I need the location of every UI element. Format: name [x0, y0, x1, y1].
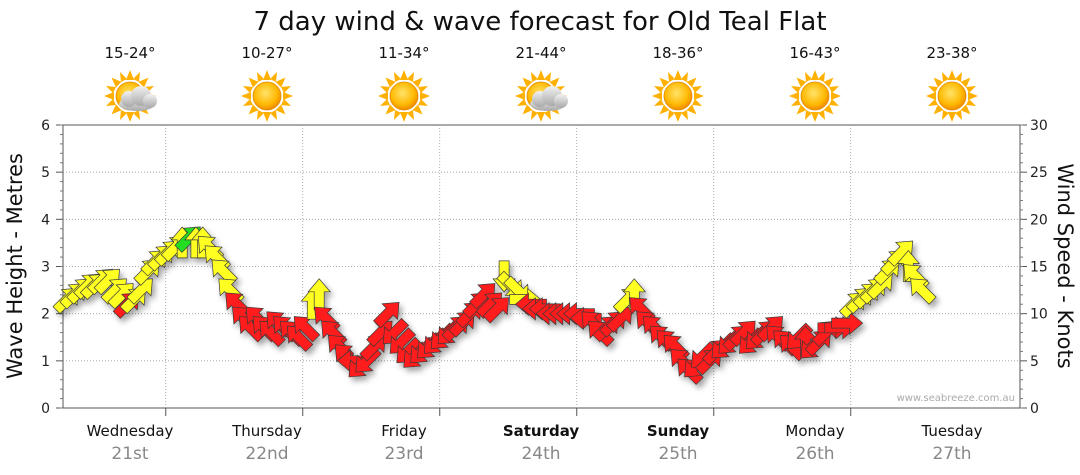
sun-icon	[377, 69, 431, 123]
partly-cloudy-icon	[103, 69, 157, 123]
y-right-tick-label: 5	[1030, 354, 1039, 370]
y-right-tick-label: 10	[1030, 307, 1048, 323]
wind-arrow	[831, 311, 864, 335]
day-temperature: 10-27°	[241, 44, 292, 62]
credit-text: www.seabreeze.com.au	[897, 393, 1015, 404]
sun-icon	[925, 69, 979, 123]
y-left-tick-label: 6	[41, 118, 50, 134]
wind-arrow	[93, 268, 120, 296]
wind-arrow	[886, 240, 914, 267]
day-date: 24th	[521, 444, 560, 464]
day-date: 21st	[111, 444, 148, 464]
wind-arrow	[389, 327, 417, 354]
day-temperature: 21-44°	[515, 44, 566, 62]
wind-arrow	[211, 259, 238, 286]
day-name: Friday	[381, 422, 427, 440]
day-name: Monday	[785, 422, 844, 440]
day-name: Wednesday	[87, 422, 174, 440]
wind-arrow	[482, 297, 509, 324]
y-left-tick-label: 1	[41, 354, 50, 370]
day-temperature: 15-24°	[104, 44, 155, 62]
day-temperature: 18-36°	[652, 44, 703, 62]
y-left-tick-label: 5	[41, 165, 50, 181]
y-left-tick-label: 2	[41, 307, 50, 323]
wind-arrow	[382, 317, 410, 345]
wind-arrow	[910, 278, 937, 305]
weather-row: 15-24° 10-27° 11-34° 21-44° 18-36° 16-43° 23-3…	[103, 44, 979, 123]
day-name: Thursday	[231, 422, 302, 440]
y-right-tick-label: 20	[1030, 212, 1048, 228]
day-date: 27th	[932, 444, 971, 464]
chart-axes: 0 1 2 3 4 5 6 0 5 10 15 20 25 30	[41, 118, 1048, 417]
wind-arrow	[293, 316, 321, 343]
wind-arrow	[373, 302, 400, 329]
day-date: 23rd	[384, 444, 423, 464]
wind-arrow	[468, 283, 496, 310]
y-right-tick-label: 30	[1030, 118, 1048, 134]
day-date: 26th	[795, 444, 834, 464]
wind-arrows	[52, 226, 937, 385]
sun-icon	[651, 69, 705, 123]
sun-icon	[788, 69, 842, 123]
wind-arrow	[307, 278, 331, 311]
left-axis-title: Wave Height - Metres	[3, 153, 27, 379]
chart-grid	[62, 124, 1021, 409]
partly-cloudy-icon	[514, 69, 568, 123]
sun-icon	[240, 69, 294, 123]
day-temperature: 16-43°	[789, 44, 840, 62]
day-name: Tuesday	[920, 422, 982, 440]
day-date: 22nd	[245, 444, 288, 464]
right-axis-title: Wind Speed - Knots	[1053, 163, 1077, 368]
y-left-tick-label: 3	[41, 260, 50, 276]
wind-arrow	[729, 320, 756, 348]
day-labels: Wednesday 21st Thursday 22nd Friday 23rd Satur…	[87, 422, 983, 464]
y-right-tick-label: 25	[1030, 165, 1048, 181]
chart-title: 7 day wind & wave forecast for Old Teal …	[253, 7, 826, 37]
day-temperature: 11-34°	[378, 44, 429, 62]
y-right-tick-label: 0	[1030, 401, 1039, 417]
day-date: 25th	[658, 444, 697, 464]
day-name: Sunday	[647, 422, 710, 440]
day-temperature: 23-38°	[926, 44, 977, 62]
day-name: Saturday	[503, 422, 580, 440]
y-left-tick-label: 4	[41, 212, 50, 228]
y-right-tick-label: 15	[1030, 260, 1048, 276]
y-left-tick-label: 0	[41, 401, 50, 417]
